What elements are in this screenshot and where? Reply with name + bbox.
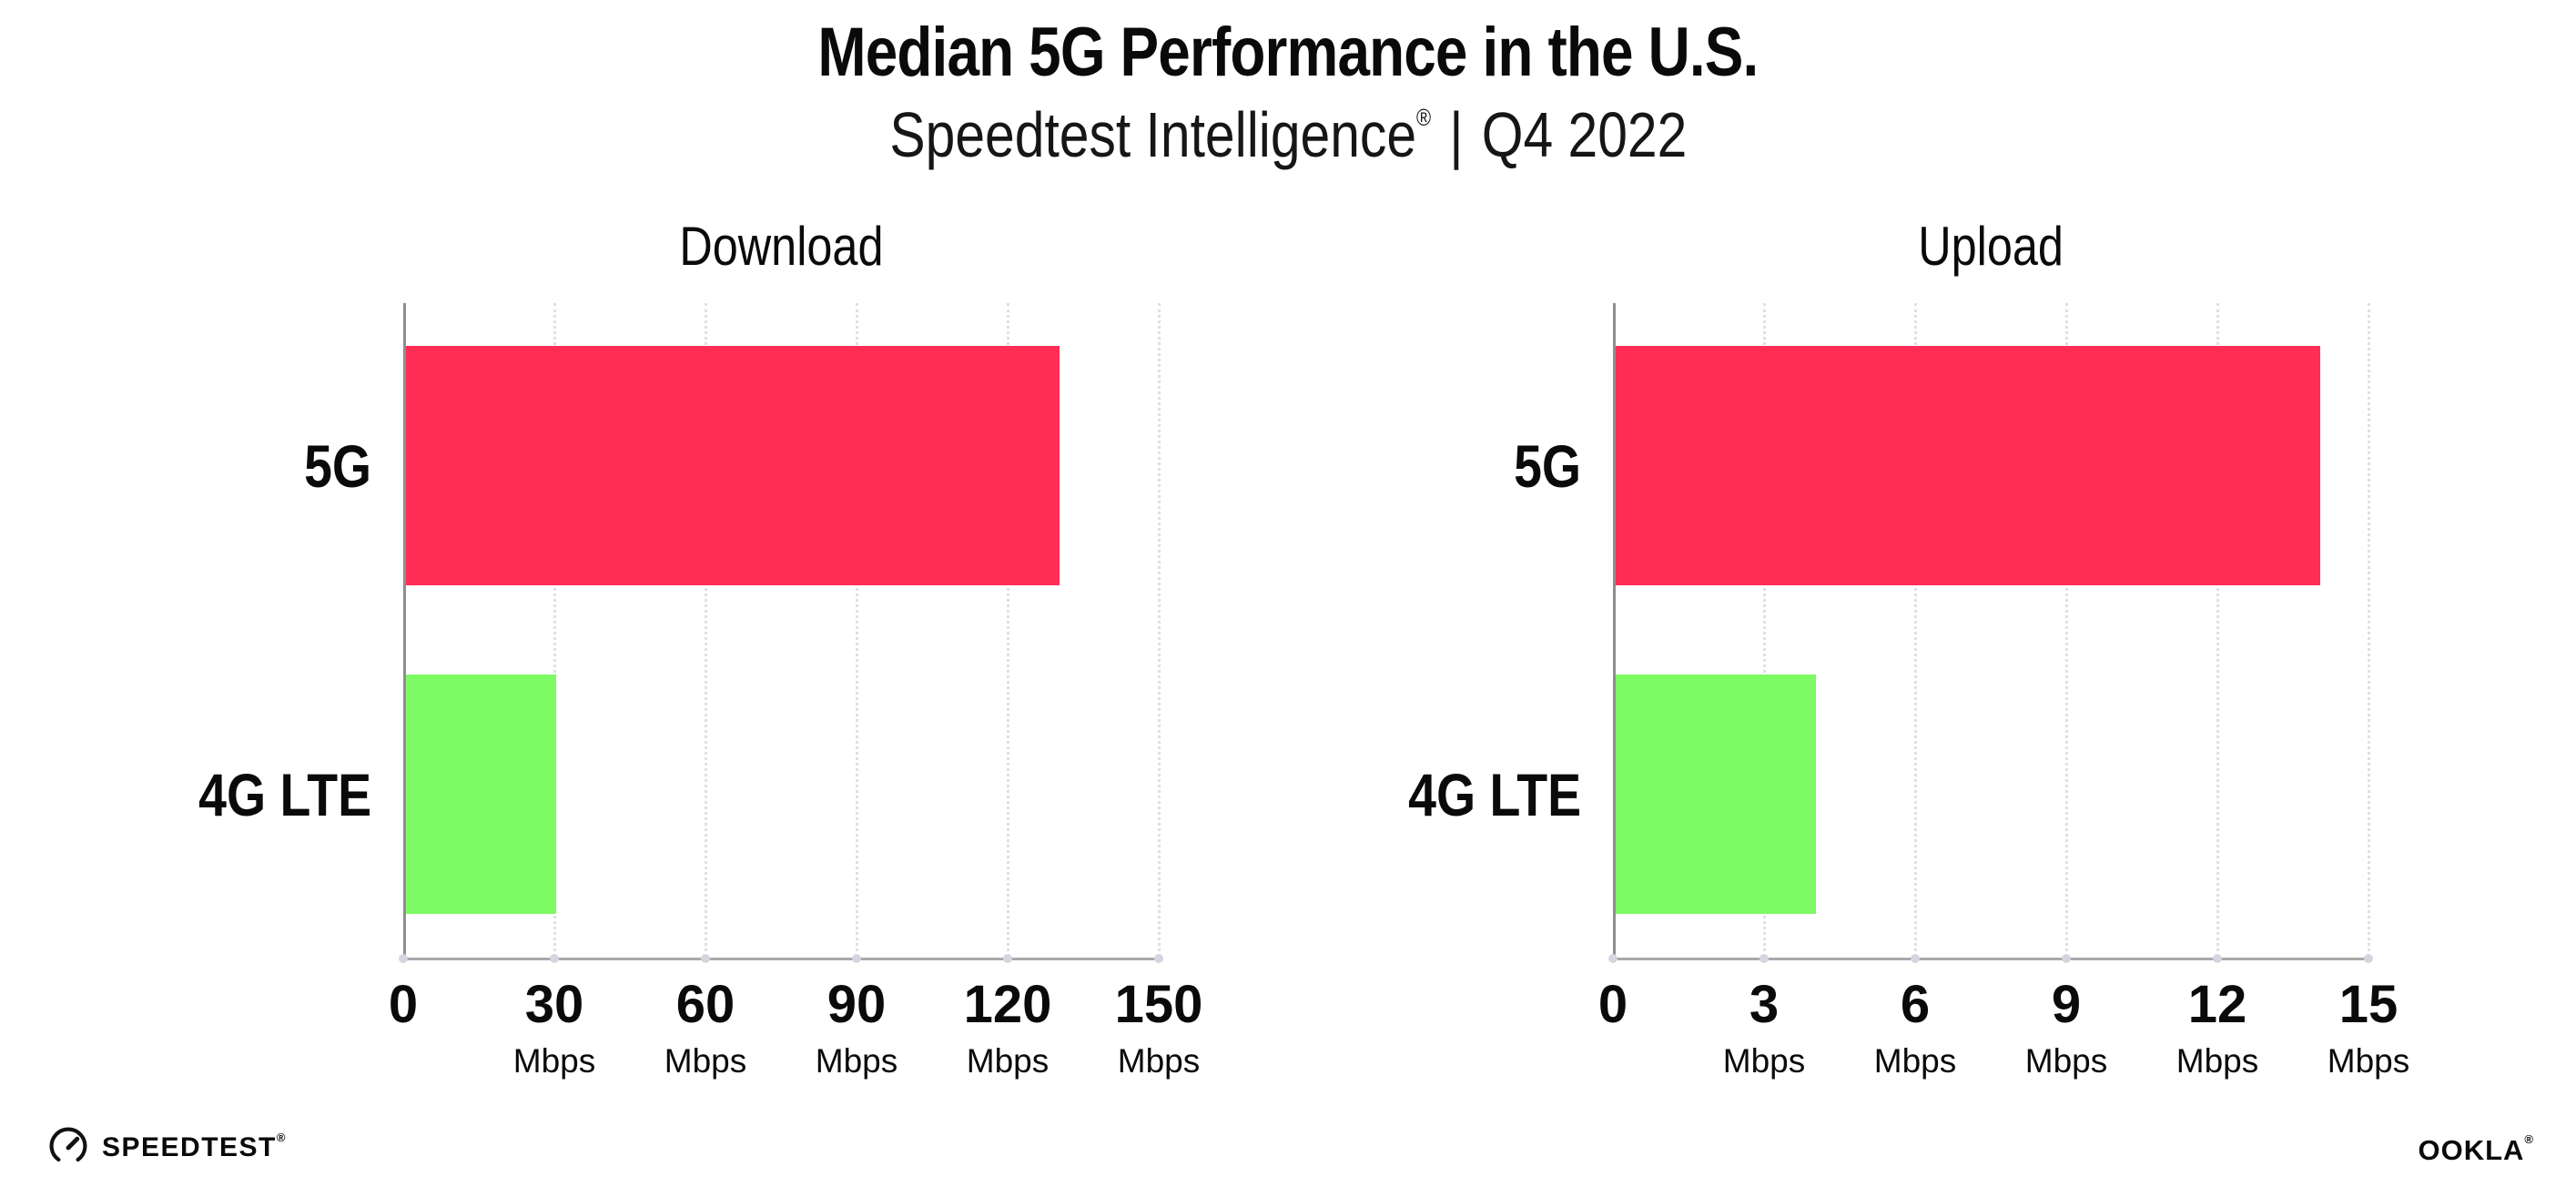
axis-tick-dot [2364,954,2373,963]
x-tick-30-download: 30 Mbps [468,976,641,1081]
gridline-90-download [856,303,858,958]
subtitle-product: Speedtest Intelligence [889,99,1416,170]
subtitle-row: Speedtest Intelligence® | Q4 2022 [0,98,2576,171]
x-tick-unit: Mbps [815,1042,898,1080]
speedtest-gauge-icon [49,1127,87,1162]
x-tick-60-download: 60 Mbps [619,976,792,1081]
x-tick-unit: Mbps [2175,1042,2259,1080]
gridline-150-download [1158,303,1161,958]
x-tick-value: 15 [2338,975,2399,1034]
speedtest-wordmark: SPEEDTEST® [102,1131,287,1162]
x-tick-unit: Mbps [1873,1042,1957,1080]
registered-mark-icon: ® [1415,104,1431,131]
gridline-9-upload [2065,303,2068,958]
x-tick-unit: Mbps [1722,1042,1806,1080]
y-label-5g: 5G [1208,422,1581,510]
x-tick-0-upload: 0 [1526,976,1699,1034]
y-label-text: 5G [1514,431,1581,500]
plot-area-download [403,303,1161,960]
y-label-4g-lte: 4G LTE [0,751,371,838]
bar-5g-download [405,346,1060,585]
subtitle-separator: | [1448,99,1464,170]
axis-tick-dot [701,954,710,963]
registered-mark-icon: ® [276,1131,287,1144]
x-tick-unit: Mbps [2024,1042,2108,1080]
chart-title-text: Upload [1918,216,2064,277]
gridline-15-upload [2368,303,2370,958]
y-label-text: 4G LTE [1408,760,1581,828]
axis-tick-dot [852,954,861,963]
x-tick-unit: Mbps [966,1042,1050,1080]
gridline-120-download [1007,303,1009,958]
axis-tick-dot [2062,954,2071,963]
x-tick-120-download: 120 Mbps [921,976,1094,1081]
x-tick-12-upload: 12 Mbps [2131,976,2304,1081]
y-label-text: 4G LTE [198,760,371,828]
x-tick-unit: Mbps [664,1042,747,1080]
speedtest-logo: SPEEDTEST® [47,1127,287,1169]
x-tick-6-upload: 6 Mbps [1829,976,2002,1081]
axis-tick-dot [550,954,559,963]
bar-5g-upload [1615,346,2320,585]
axis-tick-dot [1911,954,1920,963]
x-tick-150-download: 150 Mbps [1072,976,1245,1081]
axis-tick-dot [1154,954,1163,963]
axis-tick-dot [1760,954,1769,963]
x-tick-value: 0 [388,975,419,1034]
x-tick-value: 90 [827,975,887,1034]
page-title: Median 5G Performance in the U.S. [817,14,1759,91]
chart-title-download: Download [417,215,1145,279]
x-tick-value: 60 [675,975,735,1034]
x-tick-value: 120 [963,975,1052,1034]
plot-area-upload [1613,303,2371,960]
ookla-logo: OOKLA® [2418,1132,2534,1167]
gridline-6-upload [1914,303,1917,958]
gridline-12-upload [2216,303,2219,958]
subtitle-period: Q4 2022 [1481,99,1687,170]
x-tick-9-upload: 9 Mbps [1980,976,2153,1081]
x-tick-value: 12 [2187,975,2247,1034]
x-tick-15-upload: 15 Mbps [2282,976,2455,1081]
y-label-4g-lte: 4G LTE [1208,751,1581,838]
axis-tick-dot [1608,954,1618,963]
x-tick-unit: Mbps [2327,1042,2410,1080]
axis-tick-dot [2213,954,2222,963]
x-tick-unit: Mbps [1117,1042,1201,1080]
chart-title-text: Download [678,216,884,277]
page-subtitle: Speedtest Intelligence® | Q4 2022 [889,98,1687,171]
x-tick-value: 30 [524,975,584,1034]
x-tick-unit: Mbps [512,1042,596,1080]
gridline-3-upload [1763,303,1766,958]
x-tick-value: 0 [1597,975,1628,1034]
gridline-30-download [553,303,556,958]
x-tick-3-upload: 3 Mbps [1678,976,1851,1081]
x-tick-value: 3 [1749,975,1780,1034]
bar-4g-lte-download [405,675,556,914]
x-tick-90-download: 90 Mbps [770,976,943,1081]
y-label-text: 5G [304,431,371,500]
chart-title-upload: Upload [1627,215,2355,279]
title-row: Median 5G Performance in the U.S. [0,13,2576,92]
axis-tick-dot [1003,954,1012,963]
x-tick-0-download: 0 [317,976,490,1034]
x-tick-value: 6 [1900,975,1931,1034]
x-tick-value: 150 [1114,975,1203,1034]
gridline-60-download [705,303,707,958]
registered-mark-icon: ® [2524,1132,2534,1146]
axis-tick-dot [399,954,408,963]
y-label-5g: 5G [0,422,371,510]
bar-4g-lte-upload [1615,675,1816,914]
ookla-wordmark: OOKLA [2418,1134,2525,1166]
x-tick-value: 9 [2051,975,2082,1034]
